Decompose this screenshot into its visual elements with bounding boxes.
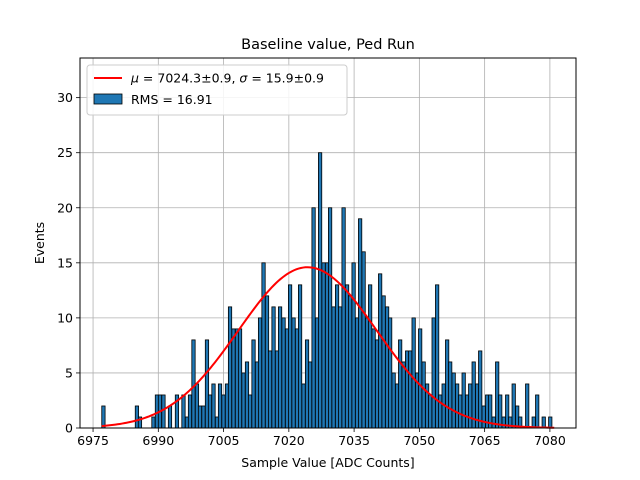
histogram-bar	[381, 295, 386, 429]
histogram-bar	[361, 251, 366, 429]
legend: μ = 7024.3±0.9, σ = 15.9±0.9 RMS = 16.91	[86, 64, 348, 116]
histogram-bar	[201, 405, 206, 429]
x-axis-label: Sample Value [ADC Counts]	[241, 455, 414, 470]
histogram-bar	[481, 405, 486, 429]
histogram-bar	[197, 405, 203, 429]
histogram-bar	[525, 383, 530, 429]
histogram-bar	[288, 284, 293, 429]
histogram-bar	[321, 262, 326, 429]
x-tick-label: 7035	[338, 433, 370, 448]
histogram-bar	[341, 207, 346, 429]
histogram-bar	[308, 361, 313, 429]
y-axis-label: Events	[32, 222, 47, 264]
histogram-bar	[431, 317, 436, 429]
histogram-bar	[207, 394, 213, 429]
y-tick-label: 25	[57, 145, 73, 160]
y-tick-label: 10	[57, 310, 73, 325]
histogram-bar	[271, 306, 276, 429]
histogram-bar	[217, 383, 223, 429]
histogram-bar	[187, 394, 193, 429]
histogram-bar	[461, 372, 466, 429]
x-tick-label: 7050	[403, 433, 435, 448]
chart-title: Baseline value, Ped Run	[241, 37, 415, 53]
histogram-bar	[277, 306, 283, 429]
x-tick-label: 7065	[469, 433, 501, 448]
legend-fit-label: μ = 7024.3±0.9, σ = 15.9±0.9	[130, 71, 324, 86]
histogram-bar	[338, 306, 343, 429]
histogram-bar	[408, 350, 413, 429]
gaussian-fit-curve	[101, 266, 555, 429]
histogram-bar	[281, 317, 286, 429]
x-tick-label: 7005	[208, 433, 240, 448]
histogram-bar	[298, 284, 303, 429]
histogram-bar	[261, 262, 266, 429]
histogram-bar	[388, 317, 393, 429]
histogram-bar	[421, 361, 426, 429]
histogram-bar	[371, 328, 376, 429]
histogram-bar	[391, 372, 396, 429]
histogram-bar	[191, 339, 196, 429]
histogram-bar	[348, 295, 353, 429]
histogram-bar	[478, 350, 483, 429]
y-tick-label: 0	[65, 421, 73, 436]
histogram-bar	[548, 416, 553, 429]
histogram-bar	[451, 372, 456, 429]
x-tick-label: 7020	[273, 433, 305, 448]
histogram-bar	[418, 328, 423, 429]
histogram-bar	[211, 383, 216, 429]
y-tick-label: 5	[65, 365, 73, 380]
histogram-bar	[311, 207, 316, 429]
y-tick-label: 30	[57, 90, 73, 105]
legend-histogram-swatch	[93, 93, 123, 105]
histogram-bar	[411, 317, 416, 429]
histogram-bar	[368, 284, 373, 429]
histogram-bar	[237, 328, 243, 429]
histogram-bar	[167, 405, 173, 429]
histogram-bar	[227, 306, 233, 429]
histogram-bar	[511, 383, 516, 429]
histogram-bar	[221, 394, 226, 429]
histogram-bar	[291, 317, 296, 429]
histogram-bar	[428, 394, 433, 429]
histogram-bar	[257, 317, 263, 429]
legend-histogram-label: RMS = 16.91	[131, 92, 213, 107]
plot-area-frame	[79, 57, 577, 429]
histogram-bar	[247, 394, 253, 429]
histogram-bar	[358, 218, 363, 429]
y-axis-ticks: 0 5 10 15 20 25 30	[57, 90, 80, 436]
histogram-bar	[458, 394, 463, 429]
histogram-bar	[378, 273, 383, 429]
histogram-bar	[181, 394, 186, 429]
histogram-bar	[351, 262, 356, 429]
histogram-bar	[267, 350, 273, 429]
histogram-bar	[501, 416, 506, 429]
x-tick-label: 7080	[534, 433, 566, 448]
histogram-bar	[301, 383, 306, 429]
y-tick-label: 20	[57, 200, 73, 215]
x-axis-ticks: 6975 6990 7005 7020 7035 7050 7065 7080	[77, 428, 566, 448]
histogram-bar	[448, 361, 453, 429]
histogram-bar	[328, 207, 333, 429]
histogram-bar	[401, 361, 406, 429]
x-tick-label: 6990	[142, 433, 174, 448]
histogram-bar	[251, 339, 256, 429]
histogram-bar	[241, 372, 246, 429]
legend-box	[86, 64, 348, 116]
histogram-bar	[541, 416, 546, 429]
histogram-bar	[101, 405, 106, 429]
histogram-bar	[231, 328, 236, 429]
histogram-bar	[151, 416, 156, 429]
histogram-bar	[498, 394, 503, 429]
histogram-bar	[535, 394, 540, 429]
histogram-bar	[468, 383, 473, 429]
x-tick-label: 6975	[77, 433, 109, 448]
histogram-bar	[438, 394, 443, 429]
histogram-bar	[331, 306, 336, 429]
histogram-bar	[398, 339, 403, 429]
y-tick-label: 15	[57, 255, 73, 270]
histogram-bar	[161, 394, 166, 429]
histogram-bar	[318, 152, 323, 429]
